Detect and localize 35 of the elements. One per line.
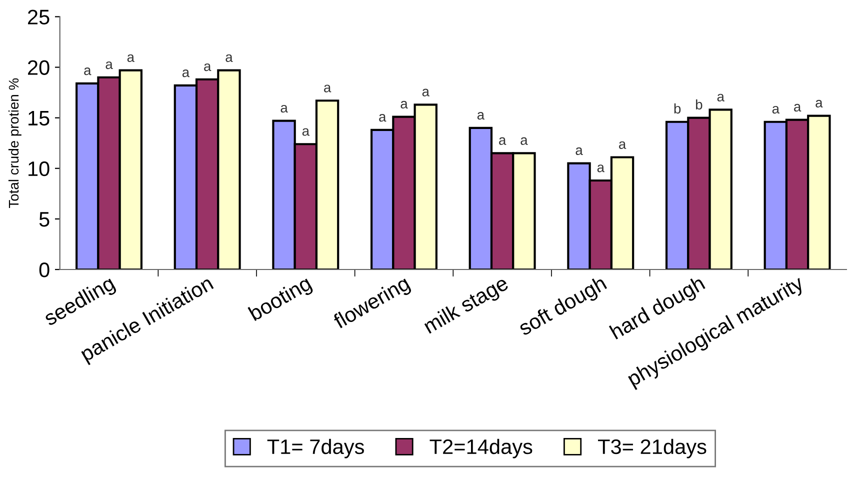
y-tick-label: 20 — [28, 60, 50, 76]
data-label: a — [182, 70, 190, 78]
data-label: b — [696, 99, 702, 110]
y-axis-title: Total crude protien % — [8, 78, 22, 208]
data-label: a — [499, 137, 506, 145]
data-label: a — [127, 54, 135, 62]
x-tick-label: milk stage — [422, 274, 512, 338]
data-label: a — [597, 164, 604, 172]
data-label: a — [576, 147, 583, 156]
data-label: a — [84, 68, 92, 76]
legend-label: T3= 21days — [598, 438, 706, 458]
data-label: a — [816, 100, 823, 108]
data-label: a — [794, 104, 802, 112]
data-label: a — [226, 54, 233, 62]
data-label: a — [280, 104, 288, 113]
y-tick-label: 0 — [39, 262, 50, 278]
data-label: a — [302, 128, 310, 136]
data-label: a — [324, 84, 332, 92]
data-label: a — [618, 141, 626, 149]
data-label: b — [674, 103, 681, 114]
data-label: a — [379, 114, 386, 122]
legend-label: T1= 7days — [267, 438, 364, 458]
data-label: a — [717, 94, 724, 102]
y-tick-label: 10 — [28, 161, 50, 176]
data-label: a — [520, 137, 528, 145]
data-label: a — [422, 88, 430, 96]
data-label: a — [772, 106, 780, 114]
data-label: a — [204, 63, 212, 72]
data-label: a — [400, 100, 408, 109]
legend-label: T2=14days — [430, 438, 532, 458]
y-tick-label: 5 — [39, 212, 50, 227]
y-tick-label: 15 — [28, 111, 50, 126]
data-label: a — [106, 61, 113, 70]
data-label: a — [477, 112, 485, 120]
y-tick-label: 25 — [28, 10, 50, 24]
